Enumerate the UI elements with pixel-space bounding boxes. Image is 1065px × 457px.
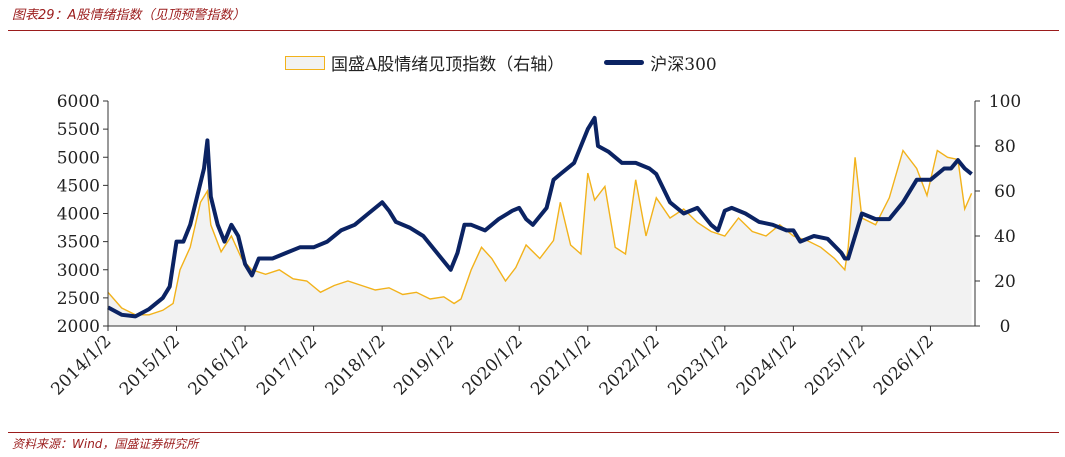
chart-title: 图表29：A股情绪指数（见顶预警指数） — [12, 8, 246, 23]
left-tick-label: 5000 — [57, 148, 100, 168]
footer-divider — [8, 432, 1059, 433]
x-tick-label: 2025/1/2 — [801, 331, 869, 399]
header-divider — [8, 30, 1059, 31]
legend-item-csi300: 沪深300 — [604, 50, 717, 75]
right-tick-label: 20 — [994, 272, 1016, 292]
x-tick-label: 2024/1/2 — [733, 331, 801, 399]
x-tick-label: 2021/1/2 — [527, 331, 595, 399]
left-tick-label: 3000 — [57, 261, 100, 281]
left-tick-label: 2500 — [57, 289, 100, 309]
right-tick-label: 60 — [994, 182, 1016, 202]
right-tick-label: 0 — [1000, 317, 1011, 337]
csi300-line — [107, 115, 973, 319]
sentiment-line — [107, 148, 973, 316]
x-tick-label: 2020/1/2 — [459, 331, 527, 399]
sentiment-area — [108, 150, 972, 326]
x-tick-label: 2016/1/2 — [184, 331, 252, 399]
x-tick-label: 2023/1/2 — [664, 331, 732, 399]
right-tick-label: 40 — [994, 227, 1016, 247]
left-tick-label: 2000 — [57, 317, 100, 337]
right-tick-label: 80 — [994, 137, 1016, 157]
chart-legend: 国盛A股情绪见顶指数（右轴） 沪深300 — [285, 50, 757, 75]
x-tick-label: 2019/1/2 — [390, 331, 458, 399]
left-tick-label: 4000 — [57, 205, 100, 225]
x-tick-label: 2018/1/2 — [322, 331, 390, 399]
left-tick-label: 4500 — [57, 176, 100, 196]
legend-label-sentiment: 国盛A股情绪见顶指数（右轴） — [331, 55, 565, 75]
x-tick-label: 2026/1/2 — [870, 331, 938, 399]
legend-swatch-area — [285, 55, 325, 70]
left-tick-label: 3500 — [57, 233, 100, 253]
right-tick-label: 100 — [989, 92, 1021, 112]
left-tick-label: 6000 — [57, 92, 100, 112]
x-tick-label: 2017/1/2 — [253, 331, 321, 399]
legend-label-csi300: 沪深300 — [650, 55, 717, 75]
x-tick-label: 2022/1/2 — [596, 331, 664, 399]
legend-item-sentiment: 国盛A股情绪见顶指数（右轴） — [285, 50, 564, 75]
legend-swatch-line — [604, 60, 645, 65]
source-note: 资料来源：Wind，国盛证券研究所 — [12, 437, 199, 451]
x-tick-label: 2014/1/2 — [47, 331, 115, 399]
x-tick-label: 2015/1/2 — [116, 331, 184, 399]
left-tick-label: 5500 — [57, 120, 100, 140]
